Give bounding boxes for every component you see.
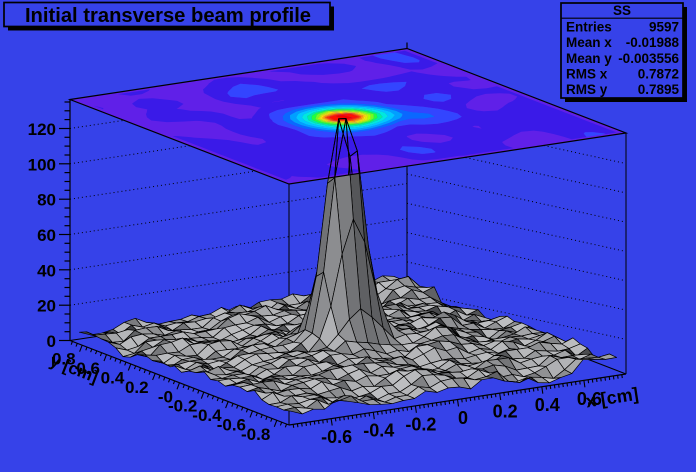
svg-text:0.2: 0.2 <box>493 402 518 422</box>
svg-text:-0.4: -0.4 <box>192 406 222 425</box>
svg-text:Initial transverse beam profil: Initial transverse beam profile <box>25 5 311 27</box>
svg-text:-0.4: -0.4 <box>363 421 394 441</box>
svg-text:0.7895: 0.7895 <box>638 82 680 97</box>
svg-text:40: 40 <box>37 261 56 280</box>
svg-text:-0.003556: -0.003556 <box>618 51 679 66</box>
svg-text:-0: -0 <box>158 387 173 406</box>
svg-text:SS: SS <box>613 3 631 18</box>
svg-text:Mean x: Mean x <box>566 35 612 50</box>
svg-text:0.6: 0.6 <box>577 389 602 409</box>
svg-text:0.2: 0.2 <box>125 378 149 397</box>
svg-text:0.7872: 0.7872 <box>638 67 679 82</box>
svg-text:Mean y: Mean y <box>566 51 612 66</box>
svg-text:-0.2: -0.2 <box>405 414 436 434</box>
svg-text:0.8: 0.8 <box>52 350 76 369</box>
svg-text:100: 100 <box>28 155 56 174</box>
svg-text:0.4: 0.4 <box>101 369 125 388</box>
svg-text:RMS x: RMS x <box>566 67 608 82</box>
svg-text:20: 20 <box>37 297 56 316</box>
svg-text:9597: 9597 <box>649 19 679 34</box>
svg-text:60: 60 <box>37 226 56 245</box>
svg-text:-0.6: -0.6 <box>321 427 352 447</box>
svg-text:0: 0 <box>47 332 56 351</box>
svg-text:80: 80 <box>37 191 56 210</box>
svg-text:120: 120 <box>28 120 56 139</box>
svg-text:-0.01988: -0.01988 <box>626 35 680 50</box>
svg-text:0: 0 <box>458 408 468 428</box>
svg-text:0.6: 0.6 <box>76 359 100 378</box>
svg-text:-0.6: -0.6 <box>217 415 246 434</box>
svg-text:Entries: Entries <box>566 19 612 34</box>
svg-text:-0.2: -0.2 <box>168 397 197 416</box>
svg-text:0.4: 0.4 <box>535 395 560 415</box>
svg-text:RMS y: RMS y <box>566 82 608 97</box>
svg-text:-0.8: -0.8 <box>241 425 270 444</box>
